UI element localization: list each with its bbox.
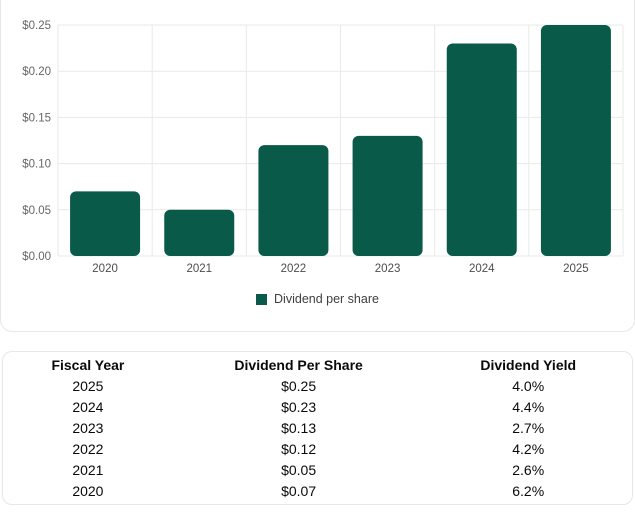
dividend-chart-card: $0.00 $0.05 $0.10 $0.15 $0.20 $0.25 2020 2021 20… [0,0,635,332]
cell-dividend-yield: 6.2% [512,483,545,499]
x-axis-category-label: 2021 [186,263,212,275]
column-header-fiscal-year: Fiscal Year [51,357,125,373]
x-axis-category-label: 2024 [469,263,495,275]
cell-fiscal-year: 2021 [72,462,104,478]
cell-fiscal-year: 2025 [72,378,104,394]
table-row: 2022 $0.12 4.2% [3,439,632,460]
x-axis-category-label: 2020 [92,263,118,275]
column-header-dividend-yield: Dividend Yield [480,357,577,373]
cell-fiscal-year: 2024 [72,399,104,415]
cell-dividend-per-share: $0.07 [281,483,317,499]
table-row: 2025 $0.25 4.0% [3,376,632,397]
cell-dividend-per-share: $0.12 [281,441,317,457]
dividend-history-table: Fiscal Year Dividend Per Share Dividend … [3,355,632,502]
table-header-row: Fiscal Year Dividend Per Share Dividend … [3,355,632,376]
legend-item-dividend-per-share[interactable]: Dividend per share [256,292,379,306]
legend-color-swatch-icon [256,293,268,305]
bar-2023[interactable] [352,135,423,256]
y-axis-tick-label: $0.00 [22,251,51,263]
x-axis-category-label: 2023 [375,263,401,275]
y-axis-tick-label: $0.25 [22,20,51,32]
bar-2020[interactable] [70,191,141,256]
bar-2024[interactable] [446,43,517,257]
bar-2025[interactable] [540,25,611,256]
y-axis-tick-label: $0.20 [22,66,51,78]
dividend-bar-chart-svg: $0.00 $0.05 $0.10 $0.15 $0.20 $0.25 2020 2021 20… [22,20,624,275]
table-row: 2024 $0.23 4.4% [3,397,632,418]
chart-legend: Dividend per share [1,292,634,306]
cell-fiscal-year: 2020 [72,483,104,499]
y-axis-tick-label: $0.10 [22,159,51,171]
table-row: 2023 $0.13 2.7% [3,418,632,439]
table-row: 2020 $0.07 6.2% [3,481,632,502]
cell-fiscal-year: 2022 [72,441,104,457]
cell-fiscal-year: 2023 [72,420,104,436]
cell-dividend-per-share: $0.13 [281,420,317,436]
table-row: 2021 $0.05 2.6% [3,460,632,481]
y-axis-tick-label: $0.15 [22,112,51,124]
cell-dividend-per-share: $0.05 [281,462,317,478]
cell-dividend-yield: 4.4% [512,399,545,415]
column-header-dividend-per-share: Dividend Per Share [234,357,363,373]
cell-dividend-yield: 2.6% [512,462,545,478]
dividend-history-table-card: Fiscal Year Dividend Per Share Dividend … [2,351,633,505]
bar-2021[interactable] [164,209,235,256]
cell-dividend-per-share: $0.23 [281,399,317,415]
y-axis-tick-label: $0.05 [22,205,51,217]
x-axis-category-label: 2025 [563,263,589,275]
cell-dividend-yield: 4.0% [512,378,545,394]
cell-dividend-per-share: $0.25 [281,378,317,394]
bar-2022[interactable] [258,145,329,256]
cell-dividend-yield: 4.2% [512,441,545,457]
x-axis-category-label: 2022 [281,263,307,275]
legend-label: Dividend per share [274,292,379,306]
cell-dividend-yield: 2.7% [512,420,545,436]
